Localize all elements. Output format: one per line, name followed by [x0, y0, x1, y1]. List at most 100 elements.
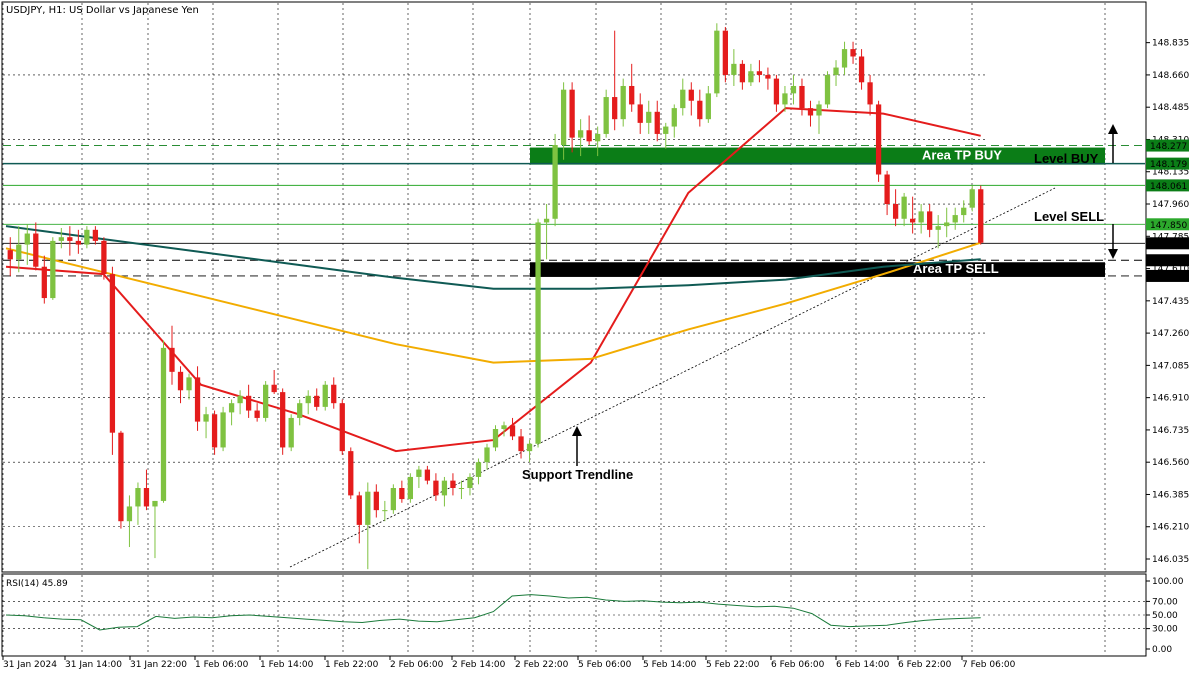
- rsi-tick-label: 50.00: [1152, 611, 1178, 621]
- candle-body: [501, 425, 507, 429]
- candle-body: [16, 244, 22, 260]
- candle-body: [782, 93, 788, 105]
- price-label-box: [1146, 269, 1189, 282]
- candle-body: [118, 432, 124, 522]
- candle-body: [603, 97, 609, 134]
- candle-body: [824, 74, 831, 105]
- candle-body: [858, 56, 865, 83]
- y-tick-label: 148.835: [1152, 39, 1189, 49]
- candle-body: [237, 395, 243, 404]
- zone-rect: [530, 147, 1105, 165]
- candle-body: [169, 347, 175, 372]
- rsi-label: RSI(14) 45.89: [6, 579, 68, 589]
- candle-body: [407, 476, 414, 500]
- sell-arrow-head: [1108, 249, 1118, 259]
- y-tick-label: 146.560: [1152, 458, 1189, 468]
- trendline-label: Support Trendline: [522, 467, 633, 482]
- candle-body: [177, 371, 184, 391]
- candle-body: [263, 384, 269, 418]
- level-label: Level BUY: [1034, 151, 1099, 166]
- price-label-text: 147.747: [1150, 240, 1187, 250]
- zone-label: Area TP BUY: [922, 148, 1002, 163]
- candle-body: [688, 89, 694, 101]
- candle-body: [901, 196, 907, 219]
- y-tick-label: 146.210: [1152, 523, 1189, 533]
- candle-body: [194, 377, 201, 422]
- main-plot-frame: [1, 1, 1147, 573]
- candle-body: [399, 488, 405, 500]
- candle-body: [416, 469, 422, 477]
- x-tick-label: 5 Feb 06:00: [578, 660, 632, 670]
- candle-body: [92, 229, 99, 241]
- candle-body: [671, 108, 677, 127]
- price-label-text: 148.061: [1150, 182, 1187, 192]
- candle-body: [663, 126, 669, 134]
- price-labels: 148.277 148.179 148.061 147.850 147.747 147.6…: [1146, 139, 1189, 282]
- buy-arrow-head: [1108, 124, 1118, 134]
- candle-body: [84, 229, 90, 245]
- candle-body: [705, 93, 711, 120]
- candle-body: [637, 104, 643, 123]
- candle-body: [722, 30, 728, 75]
- x-tick-label: 6 Feb 06:00: [771, 660, 825, 670]
- price-label-box: [1146, 139, 1189, 152]
- candle-body: [365, 491, 371, 525]
- moving-average-line: [5, 225, 981, 290]
- candle-body: [314, 395, 320, 407]
- price-label-text: 147.655: [1150, 257, 1187, 267]
- candle-body: [331, 384, 337, 404]
- x-tick-label: 1 Feb 14:00: [260, 660, 314, 670]
- candle-body: [560, 89, 567, 145]
- candle-body: [50, 240, 56, 299]
- candle-body: [952, 215, 958, 223]
- price-label-box: [1146, 254, 1189, 267]
- price-label-text: 148.179: [1150, 160, 1187, 170]
- candle-body: [126, 506, 133, 522]
- candle-body: [280, 392, 286, 448]
- candle-body: [271, 384, 277, 393]
- x-tick-label: 6 Feb 14:00: [836, 660, 890, 670]
- candle-body: [75, 240, 81, 245]
- x-tick-label: 2 Feb 14:00: [452, 660, 506, 670]
- candle-body: [765, 74, 771, 79]
- candle-body: [211, 414, 218, 448]
- y-tick-label: 147.960: [1152, 200, 1189, 210]
- x-tick-label: 5 Feb 14:00: [643, 660, 697, 670]
- rsi-panel: RSI(14) 45.89 100.00 70.00 50.00 30.00 0.00: [3, 577, 1184, 655]
- candle-body: [927, 211, 933, 230]
- candle-body: [586, 130, 592, 142]
- y-tick-label: 148.135: [1152, 168, 1189, 178]
- candle-body: [595, 133, 601, 142]
- candle-body: [833, 67, 839, 75]
- rsi-tick-label: 100.00: [1152, 577, 1184, 587]
- candle-body: [799, 85, 805, 109]
- candle-body: [382, 510, 388, 512]
- candle-body: [33, 233, 39, 267]
- price-label-text: 147.850: [1150, 221, 1187, 231]
- candle-body: [875, 104, 882, 175]
- candle-body: [356, 495, 362, 525]
- candle-body: [756, 71, 763, 75]
- candle-body: [944, 222, 950, 227]
- candle-body: [135, 488, 141, 507]
- candle-body: [109, 274, 116, 433]
- candle-body: [101, 240, 107, 275]
- price-label-box: [1146, 237, 1189, 250]
- candle-body: [841, 49, 848, 68]
- candle-body: [654, 111, 660, 134]
- y-tick-label: 147.260: [1152, 329, 1189, 339]
- candle-body: [58, 237, 64, 241]
- zones: Area TP BUY Area TP SELL: [3, 145, 1145, 277]
- candle-body: [254, 410, 260, 418]
- candle-body: [892, 204, 899, 219]
- candle-body: [935, 226, 941, 230]
- candle-body: [629, 85, 635, 105]
- candle-body: [203, 414, 209, 422]
- price-label-text: 148.277: [1150, 142, 1187, 152]
- candle-body: [450, 480, 456, 489]
- candle-body: [339, 403, 345, 452]
- candle-body: [458, 488, 465, 490]
- y-tick-label: 146.385: [1152, 490, 1189, 500]
- candle-body: [612, 97, 618, 120]
- candle-body: [245, 395, 252, 411]
